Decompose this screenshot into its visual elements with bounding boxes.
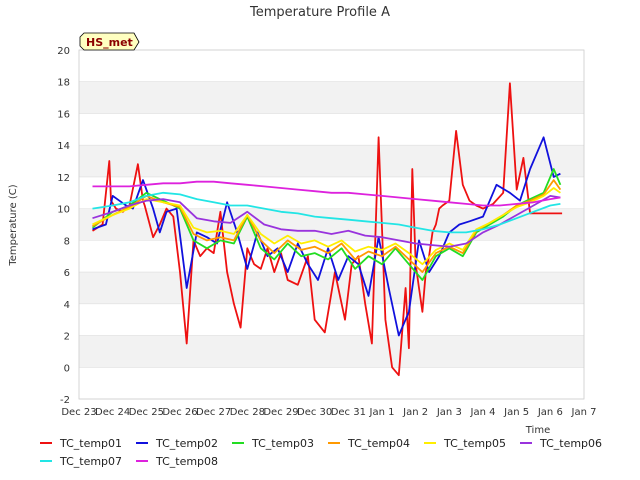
x-tick-label: Jan 2 <box>402 407 428 418</box>
legend-label: TC_temp01 <box>59 437 122 450</box>
legend-item: TC_temp05 <box>424 437 506 450</box>
x-tick-label: Dec 25 <box>129 407 164 418</box>
chart-title: Temperature Profile A <box>249 5 390 20</box>
x-tick-label: Jan 6 <box>537 407 563 418</box>
series-line-tc-temp05 <box>92 187 561 266</box>
legend-item: TC_temp08 <box>136 455 218 468</box>
series-line-tc-temp02 <box>92 136 561 337</box>
legend-label: TC_temp07 <box>59 455 122 468</box>
legend-label: TC_temp04 <box>347 437 410 450</box>
x-tick-label: Dec 23 <box>61 407 96 418</box>
y-tick-label: 6 <box>64 268 70 279</box>
legend-item: TC_temp07 <box>40 455 122 468</box>
grid-band <box>79 303 584 336</box>
legend-label: TC_temp05 <box>443 437 506 450</box>
x-tick-label: Jan 4 <box>470 407 496 418</box>
chart-legend: TC_temp01 TC_temp02 TC_temp03 TC_temp04 TC_t… <box>40 437 602 468</box>
grid-band <box>79 335 584 368</box>
y-tick-label: 10 <box>57 205 70 216</box>
y-tick-label: 20 <box>57 46 70 57</box>
y-tick-label: 0 <box>64 363 70 374</box>
grid-band <box>79 81 584 114</box>
y-tick-label: -2 <box>60 395 70 406</box>
grid-band <box>79 145 584 177</box>
y-tick-label: 16 <box>57 109 70 120</box>
x-tick-label: Jan 5 <box>503 407 529 418</box>
x-tick-label: Jan 7 <box>571 407 597 418</box>
site-badge-label: HS_met <box>86 36 133 49</box>
legend-label: TC_temp03 <box>251 437 314 450</box>
series-line-tc-temp07 <box>92 191 561 234</box>
y-tick-label: 12 <box>57 173 70 184</box>
legend-item: TC_temp03 <box>232 437 314 450</box>
legend-label: TC_temp02 <box>155 437 218 450</box>
site-badge: HS_met <box>79 32 140 51</box>
y-tick-label: 4 <box>64 300 70 311</box>
site-badge-shape <box>79 32 140 51</box>
x-axis-label: Time <box>525 425 550 436</box>
legend-item: TC_temp01 <box>40 437 122 450</box>
legend-label: TC_temp06 <box>539 437 602 450</box>
x-tick-label: Dec 26 <box>162 407 197 418</box>
legend-label: TC_temp08 <box>155 455 218 468</box>
y-axis-label: Temperature (C) <box>8 184 19 266</box>
x-tick-label: Dec 29 <box>263 407 298 418</box>
legend-item: TC_temp04 <box>328 437 410 450</box>
plot-area-border <box>78 49 585 400</box>
y-tick-label: 18 <box>57 78 70 89</box>
x-tick-label: Dec 30 <box>297 407 332 418</box>
x-tick-label: Dec 24 <box>95 407 130 418</box>
y-tick-label: 14 <box>57 141 70 152</box>
series-line-tc-temp01 <box>92 82 563 377</box>
grid-band <box>79 367 584 399</box>
legend-item: TC_temp02 <box>136 437 218 450</box>
series-line-tc-temp03 <box>91 168 562 281</box>
y-tick-labels: -2 0 2 4 6 8 10 12 14 16 18 20 <box>57 46 70 406</box>
x-tick-label: Dec 28 <box>230 407 265 418</box>
grid-band <box>79 113 584 146</box>
series-line-tc-temp06 <box>92 194 561 248</box>
y-tick-label: 8 <box>64 236 70 247</box>
series-lines <box>91 82 563 377</box>
legend-item: TC_temp06 <box>520 437 602 450</box>
x-tick-label: Dec 31 <box>331 407 366 418</box>
x-tick-label: Jan 1 <box>369 407 395 418</box>
series-line-tc-temp08 <box>92 180 561 207</box>
x-tick-label: Dec 27 <box>196 407 231 418</box>
y-tick-label: 2 <box>64 332 70 343</box>
grid-band <box>79 50 584 82</box>
x-tick-label: Jan 3 <box>436 407 462 418</box>
